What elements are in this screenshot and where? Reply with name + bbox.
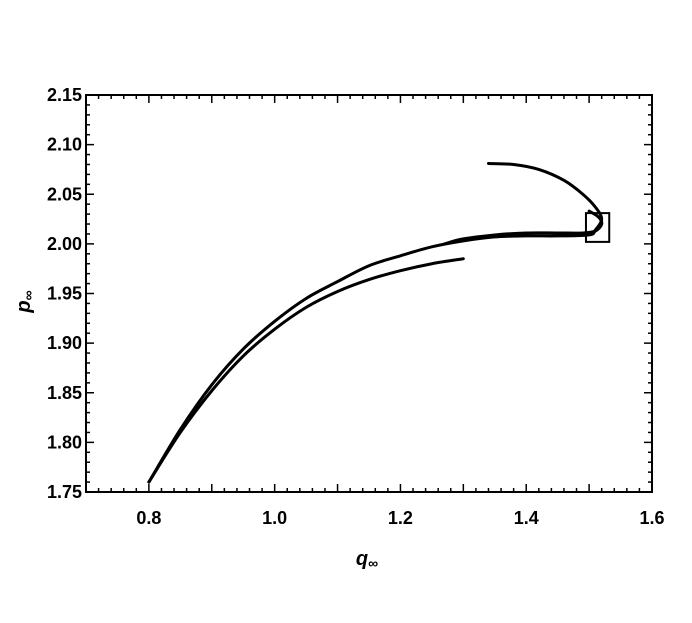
y-tick-label: 1.95 <box>47 284 82 304</box>
series-group <box>147 161 604 484</box>
y-tick-label: 1.90 <box>47 333 82 353</box>
annotation-group <box>584 212 611 243</box>
y-tick-label: 2.15 <box>47 85 82 105</box>
tick-labels: 0.8 1.0 1.2 1.4 1.6 1.75 1.80 1.85 1.90 1.95 2.00 2… <box>47 85 665 528</box>
x-tick-label: 1.2 <box>388 508 413 528</box>
y-tick-label: 2.10 <box>47 135 82 155</box>
y-axis-subscript: ∞ <box>20 290 36 300</box>
x-tick-label: 1.4 <box>514 508 539 528</box>
series-line-3 <box>442 209 604 246</box>
y-axis-symbol: p <box>13 300 35 313</box>
annotation-box <box>584 212 611 243</box>
y-tick-label: 1.75 <box>47 482 82 502</box>
x-tick-label: 1.0 <box>262 508 287 528</box>
y-tick-label: 1.85 <box>47 383 82 403</box>
y-tick-label: 2.00 <box>47 234 82 254</box>
series-line-1 <box>147 257 465 484</box>
series-line-2 <box>147 161 604 484</box>
axis-ticks <box>85 94 653 493</box>
x-tick-label: 0.8 <box>136 508 161 528</box>
x-tick-label: 1.6 <box>639 508 664 528</box>
x-axis-symbol: q <box>356 548 368 570</box>
x-axis-title: q∞ <box>356 548 378 571</box>
y-axis-title: p∞ <box>13 290 36 313</box>
y-tick-label: 1.80 <box>47 432 82 452</box>
plot-frame <box>85 94 653 493</box>
y-tick-label: 2.05 <box>47 184 82 204</box>
x-axis-subscript: ∞ <box>368 555 378 571</box>
